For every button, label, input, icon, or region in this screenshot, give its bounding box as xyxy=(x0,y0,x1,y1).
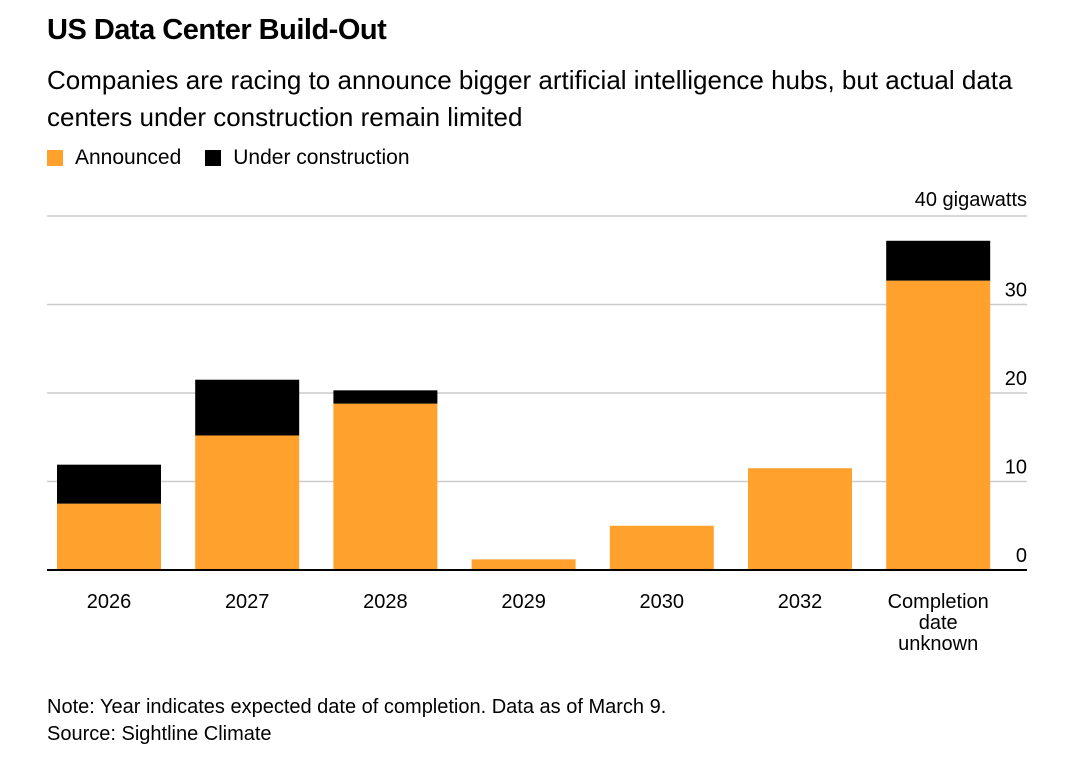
bar-announced-3 xyxy=(471,559,576,570)
x-tick-label-4: 2030 xyxy=(640,591,685,613)
bar-announced-5 xyxy=(748,468,852,570)
legend-label-announced: Announced xyxy=(75,146,182,169)
legend-label-under-construction: Under construction xyxy=(233,146,410,169)
x-tick-label-0: 2026 xyxy=(87,591,132,613)
x-tick-label-3: 2029 xyxy=(501,591,546,613)
bar-under-construction-2 xyxy=(333,390,438,404)
bar-announced-4 xyxy=(609,525,714,570)
legend-swatch-under-construction xyxy=(205,150,222,166)
legend-item-under-construction: Under construction xyxy=(205,146,410,170)
legend-swatch-announced xyxy=(47,150,63,166)
bar-announced-6 xyxy=(886,280,991,570)
legend-item-announced: Announced xyxy=(47,146,181,170)
chart-subtitle: Companies are racing to announce bigger … xyxy=(47,65,1013,132)
y-tick-label-30: 30 xyxy=(1005,280,1027,302)
bar-under-construction-1 xyxy=(195,379,300,436)
bar-under-construction-0 xyxy=(57,464,161,504)
x-tick-label-6-line-0: Completion xyxy=(888,591,989,613)
bar-announced-0 xyxy=(57,503,161,570)
y-tick-label-20: 20 xyxy=(1005,368,1027,390)
bar-announced-2 xyxy=(333,403,438,570)
footer: Note: Year indicates expected date of co… xyxy=(47,694,666,748)
x-tick-label-2: 2028 xyxy=(363,591,408,613)
footer-note: Note: Year indicates expected date of co… xyxy=(47,696,667,718)
legend: Announced Under construction xyxy=(47,146,434,170)
y-unit-label: 40 gigawatts xyxy=(915,189,1027,211)
x-tick-label-6-line-2: unknown xyxy=(898,633,978,655)
chart-title: US Data Center Build-Out xyxy=(47,14,387,46)
bar-announced-1 xyxy=(195,435,300,570)
x-tick-label-5: 2032 xyxy=(778,591,823,613)
footer-source: Source: Sightline Climate xyxy=(47,723,272,745)
bar-under-construction-6 xyxy=(886,240,991,281)
y-tick-label-10: 10 xyxy=(1005,457,1027,479)
y-tick-label-0: 0 xyxy=(1016,545,1027,567)
x-tick-label-1: 2027 xyxy=(225,591,270,613)
x-tick-label-6-line-1: date xyxy=(919,612,958,634)
